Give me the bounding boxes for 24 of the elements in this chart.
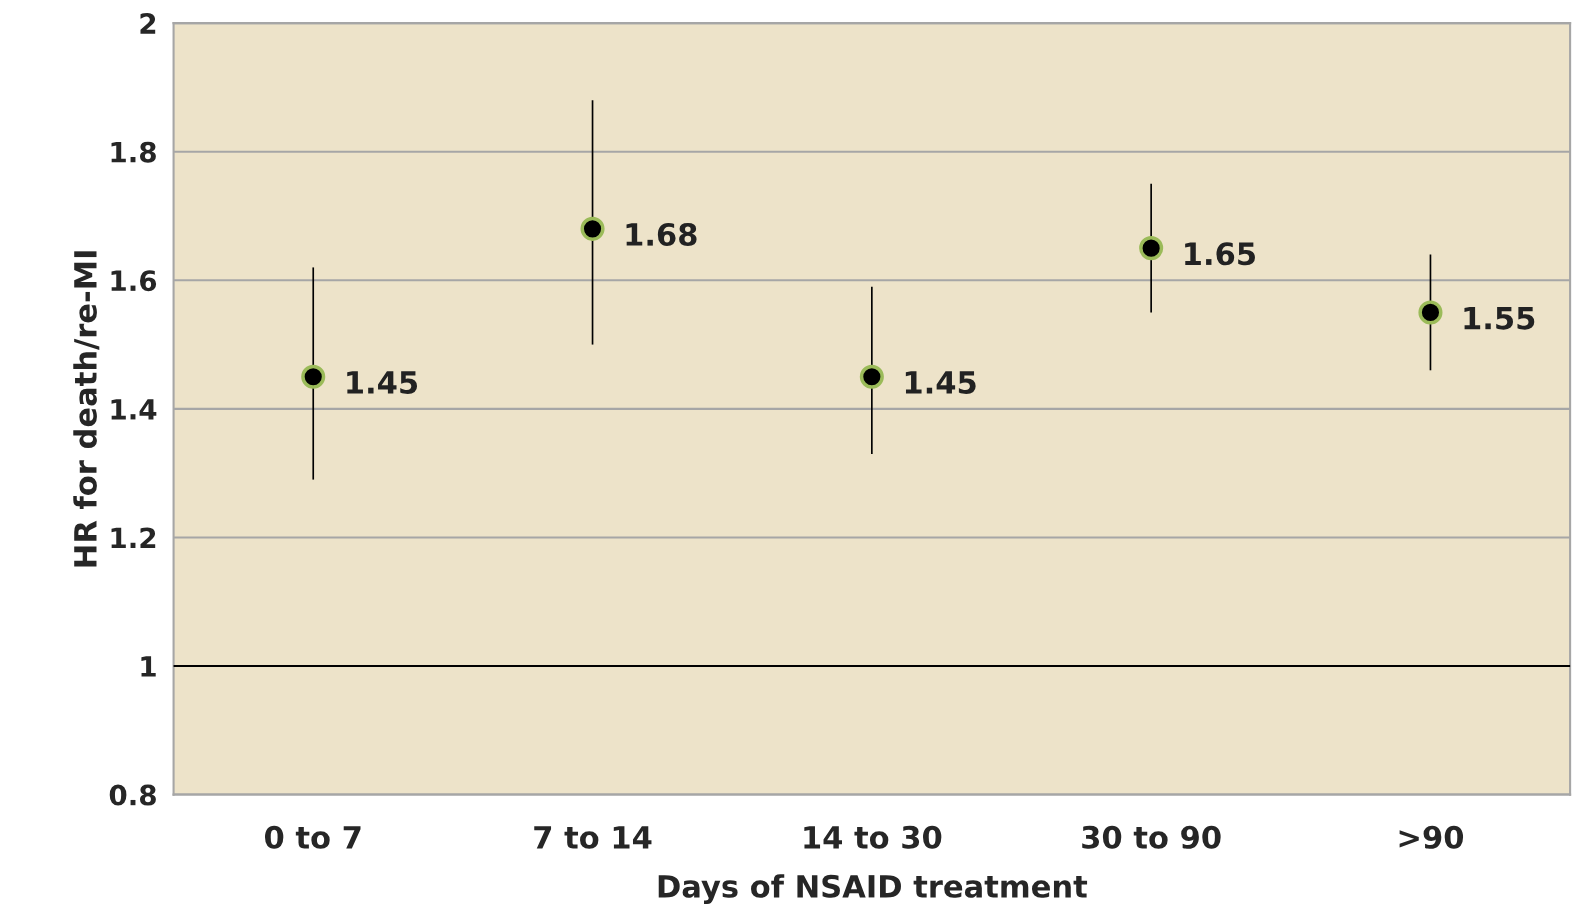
x-tick-label: >90 (1399, 825, 1464, 849)
point (301, 364, 326, 389)
x-axis-title: Days of NSAID treatment (658, 874, 1088, 905)
point (1139, 236, 1164, 261)
y-tick-label: 0.8 (109, 784, 156, 806)
x-tick-label: 7 to 14 (534, 826, 652, 849)
y-tick-label: 1.8 (111, 141, 156, 163)
y-tick-label: 1.6 (111, 270, 157, 292)
x-tick-label: 30 to 90 (1082, 825, 1221, 849)
data-label: 1.45 (905, 371, 976, 394)
data-label: 1.45 (347, 371, 418, 394)
y-tick-label: 1 (141, 656, 156, 677)
x-tick-label: 0 to 7 (265, 825, 361, 849)
y-tick-label: 1.4 (111, 399, 157, 420)
y-tick-label: 1.2 (111, 527, 156, 549)
y-tick-label: 2 (140, 13, 156, 34)
point (1418, 300, 1443, 325)
point (580, 216, 605, 241)
data-label: 1.55 (1464, 306, 1535, 330)
point (859, 364, 884, 389)
x-tick-label: 14 to 30 (804, 825, 942, 849)
y-axis-title: HR for death/re-MI (73, 251, 100, 567)
data-label: 1.68 (626, 222, 697, 247)
data-label: 1.65 (1185, 242, 1255, 266)
